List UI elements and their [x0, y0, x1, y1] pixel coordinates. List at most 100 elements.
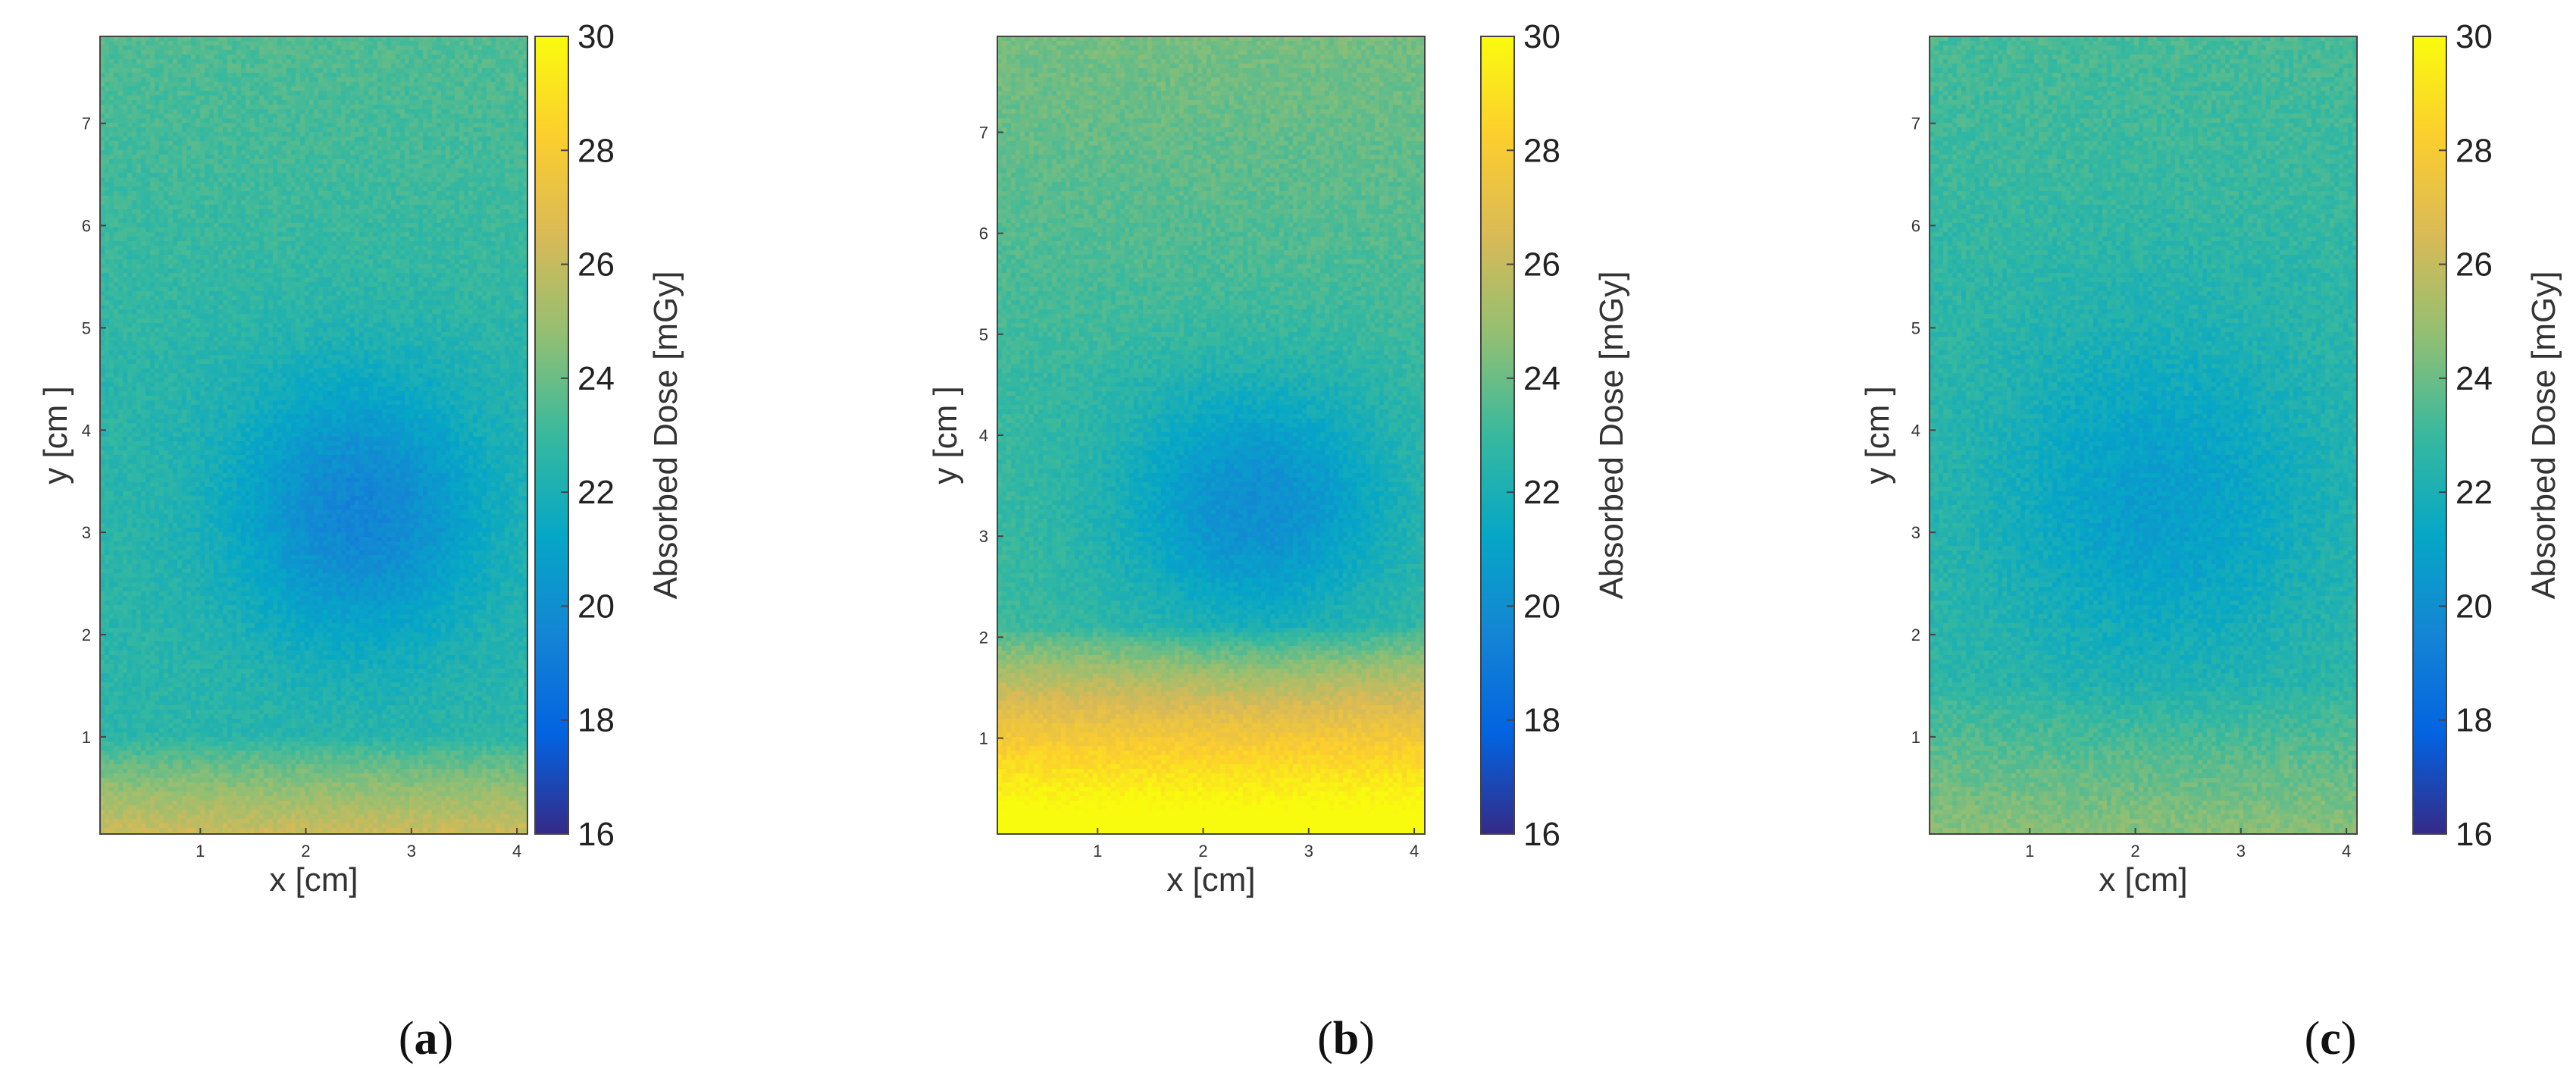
- x-tick-label-a-2: 3: [407, 842, 416, 861]
- colorbar-tick-label-a-6: 28: [577, 132, 615, 169]
- x-tick-label-c-2: 3: [2236, 842, 2246, 861]
- x-tick-label-a-1: 2: [301, 842, 310, 861]
- y-tick-label-c-0: 1: [1911, 728, 1920, 747]
- colorbar-tick-label-c-6: 28: [2455, 132, 2493, 169]
- colorbar-tick-label-a-5: 26: [577, 246, 615, 284]
- panel-label-b: (b): [1317, 1013, 1375, 1064]
- panel-label-c: (c): [2305, 1013, 2357, 1064]
- colorbar-tick-label-a-3: 22: [577, 474, 615, 511]
- heatmap-b: [997, 36, 1425, 834]
- panel-label-letter-c: c: [2320, 1013, 2341, 1064]
- colorbar-ticks-a: 16 18 20 22 24 26 28 30: [561, 18, 615, 853]
- y-tick-label-c-1: 2: [1911, 626, 1920, 644]
- y-axis-label-b: y [cm ]: [927, 386, 964, 484]
- heatmap-canvas-c: [1930, 36, 2357, 834]
- x-ticks-c: 1 2 3 4: [2025, 828, 2351, 861]
- x-tick-label-b-1: 2: [1198, 842, 1207, 861]
- x-axis-label-c: x [cm]: [2099, 861, 2187, 898]
- colorbar-tick-label-c-1: 18: [2455, 702, 2493, 739]
- colorbar-label-a: Absorbed Dose [mGy]: [647, 271, 684, 600]
- colorbar-tick-label-c-4: 24: [2455, 360, 2493, 397]
- colorbar-b: [1480, 36, 1515, 835]
- y-tick-label-a-5: 6: [82, 217, 91, 236]
- colorbar-c: [2412, 36, 2447, 835]
- y-tick-label-b-2: 3: [979, 527, 988, 546]
- y-tick-label-c-3: 4: [1911, 421, 1920, 440]
- colorbar-tick-label-b-3: 22: [1523, 474, 1560, 511]
- y-ticks-b: 1 2 3 4 5 6 7: [979, 124, 1003, 748]
- colorbar-tick-label-b-7: 30: [1523, 18, 1560, 55]
- panel-label-close-c: ): [2341, 1013, 2357, 1064]
- y-axis-label-a: y [cm ]: [37, 386, 74, 484]
- y-tick-label-c-6: 7: [1911, 114, 1920, 133]
- colorbar-a: [534, 36, 569, 835]
- colorbar-tick-label-c-3: 22: [2455, 474, 2493, 511]
- panel-b: 1 2 3 4 1 2 3 4 5 6 7 x [cm] y [cm ] 16 18 20 22 24 26…: [927, 18, 1630, 1064]
- colorbar-tick-label-b-0: 16: [1523, 816, 1560, 853]
- colorbar-tick-label-c-5: 26: [2455, 246, 2493, 284]
- y-tick-label-a-1: 2: [82, 626, 91, 644]
- colorbar-tick-label-a-4: 24: [577, 360, 615, 397]
- heatmap-a: [100, 36, 527, 834]
- y-tick-label-a-6: 7: [82, 114, 91, 133]
- x-ticks-b: 1 2 3 4: [1093, 828, 1419, 861]
- heatmap-canvas-b: [997, 36, 1425, 834]
- colorbar-tick-label-c-7: 30: [2455, 18, 2493, 55]
- y-ticks-c: 1 2 3 4 5 6 7: [1911, 114, 1936, 747]
- panel-label-open-a: (: [399, 1013, 415, 1064]
- panel-label-a: (a): [399, 1013, 453, 1064]
- x-tick-label-b-3: 4: [1410, 842, 1419, 861]
- colorbar-tick-label-a-2: 20: [577, 588, 615, 625]
- y-axis-label-c: y [cm ]: [1859, 386, 1896, 484]
- plot-frame-a: [99, 36, 528, 835]
- y-tick-label-a-3: 4: [82, 421, 91, 440]
- panel-label-letter-a: a: [415, 1013, 438, 1064]
- x-tick-label-a-3: 4: [512, 842, 521, 861]
- panel-c: 1 2 3 4 1 2 3 4 5 6 7 x [cm] y [cm ] 16 18 20 22 24 26…: [1859, 18, 2562, 1064]
- y-tick-label-b-4: 5: [979, 325, 988, 344]
- colorbar-label-c: Absorbed Dose [mGy]: [2525, 271, 2562, 600]
- colorbar-tick-label-a-1: 18: [577, 702, 615, 739]
- colorbar-tick-label-b-6: 28: [1523, 132, 1560, 169]
- colorbar-ticks-c: 16 18 20 22 24 26 28 30: [2439, 18, 2493, 853]
- heatmap-canvas-a: [100, 36, 527, 834]
- x-tick-label-b-0: 1: [1093, 842, 1102, 861]
- panel-label-open-b: (: [1317, 1013, 1333, 1064]
- colorbar-tick-label-b-5: 26: [1523, 246, 1560, 284]
- y-tick-label-b-3: 4: [979, 426, 988, 445]
- y-tick-label-a-2: 3: [82, 523, 91, 542]
- y-tick-label-a-4: 5: [82, 318, 91, 337]
- y-tick-label-b-6: 7: [979, 124, 988, 143]
- y-tick-label-a-0: 1: [82, 728, 91, 747]
- panel-label-letter-b: b: [1333, 1013, 1359, 1064]
- y-tick-label-b-0: 1: [979, 729, 988, 748]
- x-tick-label-c-1: 2: [2130, 842, 2139, 861]
- colorbar-tick-label-c-2: 20: [2455, 588, 2493, 625]
- x-tick-label-a-0: 1: [196, 842, 205, 861]
- colorbar-tick-label-b-1: 18: [1523, 702, 1560, 739]
- colorbar-tick-label-a-0: 16: [577, 816, 615, 853]
- panel-label-close-b: ): [1359, 1013, 1375, 1064]
- x-tick-label-b-2: 3: [1304, 842, 1313, 861]
- x-axis-label-b: x [cm]: [1166, 861, 1255, 898]
- colorbar-label-b: Absorbed Dose [mGy]: [1593, 271, 1630, 600]
- y-tick-label-b-5: 6: [979, 224, 988, 243]
- plot-frame-c: [1929, 36, 2358, 835]
- x-tick-label-c-3: 4: [2342, 842, 2351, 861]
- heatmap-c: [1930, 36, 2357, 834]
- x-axis-label-a: x [cm]: [269, 861, 358, 898]
- colorbar-tick-label-b-4: 24: [1523, 360, 1560, 397]
- x-tick-label-c-0: 1: [2025, 842, 2034, 861]
- panel-a: 1 2 3 4 1 2 3 4 5 6 7 x [cm] y [cm ] 16 18 20 22 24 26…: [37, 18, 684, 1064]
- colorbar-ticks-b: 16 18 20 22 24 26 28 30: [1507, 18, 1560, 853]
- colorbar-tick-label-c-0: 16: [2455, 816, 2493, 853]
- y-tick-label-c-5: 6: [1911, 217, 1920, 236]
- y-tick-label-c-4: 5: [1911, 318, 1920, 337]
- y-tick-label-b-1: 2: [979, 628, 988, 647]
- colorbar-tick-label-a-7: 30: [577, 18, 615, 55]
- y-ticks-a: 1 2 3 4 5 6 7: [82, 114, 106, 747]
- colorbar-tick-label-b-2: 20: [1523, 588, 1560, 625]
- panel-label-close-a: ): [438, 1013, 454, 1064]
- x-ticks-a: 1 2 3 4: [196, 828, 521, 861]
